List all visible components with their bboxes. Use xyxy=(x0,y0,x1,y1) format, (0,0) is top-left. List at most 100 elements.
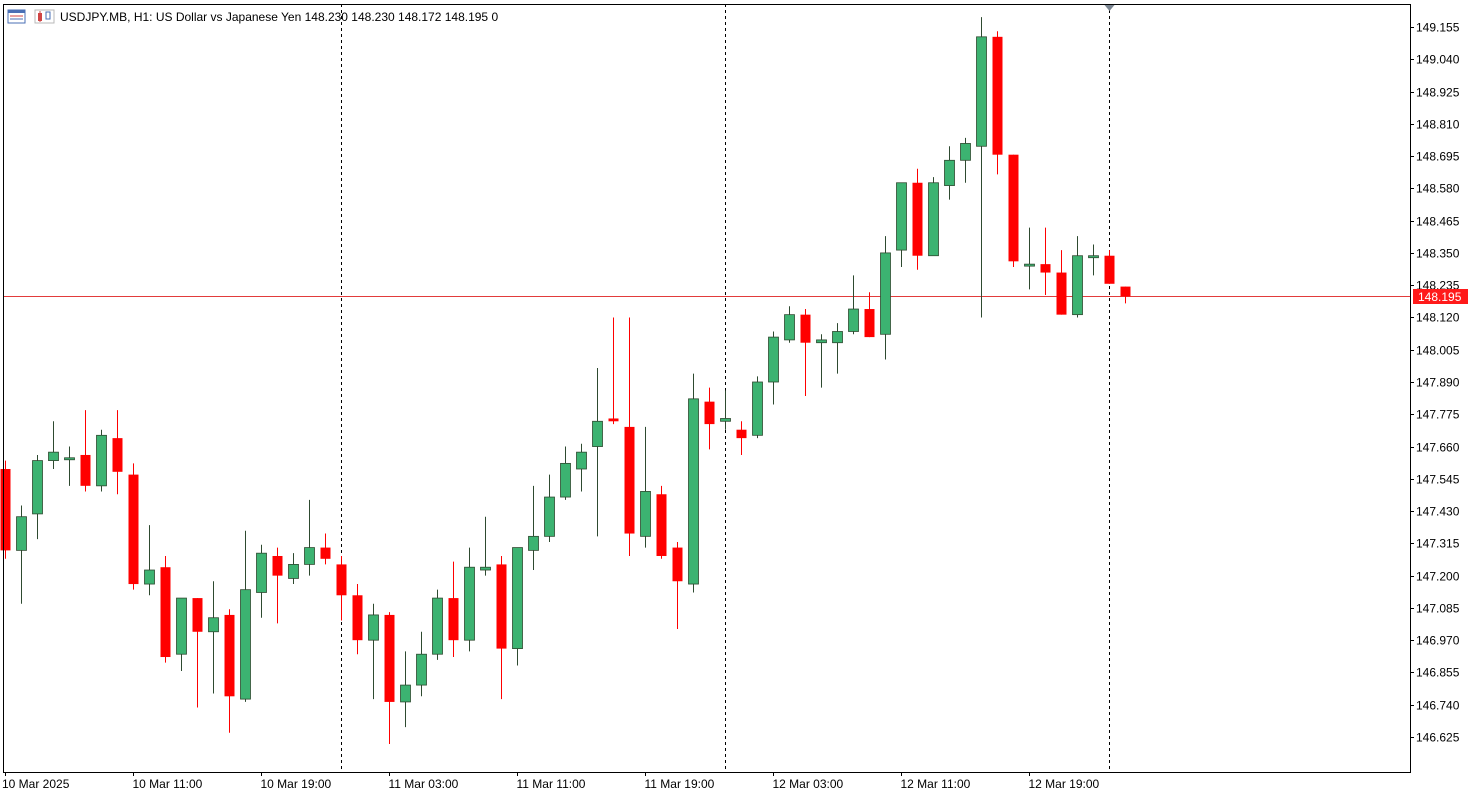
y-tick-label: 148.350 xyxy=(1416,247,1460,261)
candle-body-bear xyxy=(192,598,203,632)
candle-9 xyxy=(144,525,155,596)
candle-55 xyxy=(880,236,891,360)
candle-28 xyxy=(448,561,459,658)
price-axis[interactable]: 149.155 149.040 148.925 148.810 148.695 148.5… xyxy=(1410,21,1460,745)
candle-3 xyxy=(48,421,59,469)
candle-body-bull xyxy=(16,516,27,551)
candle-body-bear xyxy=(224,614,235,697)
candle-30 xyxy=(480,516,491,576)
chart-description: US Dollar vs Japanese Yen xyxy=(156,10,305,24)
y-tick-label: 147.085 xyxy=(1416,602,1460,616)
candle-body-bull xyxy=(1088,255,1099,259)
candle-body-bull xyxy=(48,451,59,461)
candle-body-bear xyxy=(352,595,363,641)
candle-body-bull xyxy=(1024,263,1035,267)
candle-49 xyxy=(784,306,795,343)
candle-body-bull xyxy=(400,684,411,703)
candle-body-bull xyxy=(944,159,955,186)
candle-body-bull xyxy=(832,331,843,344)
candle-body-bull xyxy=(896,182,907,251)
candle-6 xyxy=(96,429,107,492)
candle-13 xyxy=(208,581,219,694)
candle-50 xyxy=(800,309,811,397)
x-tick-label: 12 Mar 11:00 xyxy=(901,777,971,791)
market-watch-icon[interactable] xyxy=(7,9,26,24)
current-price-badge xyxy=(1413,289,1468,304)
candle-body-bull xyxy=(960,143,971,161)
candle-body-bear xyxy=(912,182,923,256)
candle-69 xyxy=(1104,250,1115,284)
chart-timeframe: H1: xyxy=(134,10,156,24)
candle-29 xyxy=(464,547,475,652)
candle-33 xyxy=(528,485,539,571)
y-tick-label: 147.660 xyxy=(1416,441,1460,455)
y-tick-label: 146.855 xyxy=(1416,666,1460,680)
y-tick-label: 148.925 xyxy=(1416,86,1460,100)
candle-body-bull xyxy=(32,460,43,515)
time-axis[interactable]: 10 Mar 2025 10 Mar 11:00 10 Mar 19:00 11 Ma… xyxy=(2,772,1100,791)
candle-5 xyxy=(80,410,91,492)
candle-58 xyxy=(928,177,939,257)
header-icons xyxy=(7,9,55,24)
chart-title: USDJPY.MB, H1: US Dollar vs Japanese Yen… xyxy=(60,10,498,24)
y-tick-label: 148.810 xyxy=(1416,118,1460,132)
chart-ohlc: 148.230 148.230 148.172 148.195 xyxy=(305,10,492,24)
candle-body-bear xyxy=(672,547,683,582)
y-tick-label: 146.625 xyxy=(1416,731,1460,745)
candle-body-bear xyxy=(656,494,667,556)
candle-24 xyxy=(384,612,395,745)
y-tick-label: 148.695 xyxy=(1416,150,1460,164)
candle-body-bull xyxy=(240,589,251,700)
plot-border xyxy=(3,4,1411,773)
candle-48 xyxy=(768,331,779,405)
candle-body-bear xyxy=(384,614,395,702)
candle-body-bull xyxy=(544,496,555,537)
candle-42 xyxy=(672,541,683,629)
candle-23 xyxy=(368,603,379,700)
candle-27 xyxy=(432,589,443,660)
candle-25 xyxy=(400,651,411,728)
candle-body-bull xyxy=(640,491,651,537)
candle-body-bull xyxy=(688,398,699,585)
candle-body-bull xyxy=(576,451,587,470)
chart-type-icon[interactable] xyxy=(34,9,55,24)
candle-39 xyxy=(624,317,635,556)
chart-shift-marker[interactable] xyxy=(1104,5,1115,11)
candle-body-bear xyxy=(448,598,459,641)
candle-65 xyxy=(1040,227,1051,296)
candle-body-bear xyxy=(0,468,11,551)
candle-41 xyxy=(656,485,667,559)
candle-47 xyxy=(752,376,763,439)
candle-2 xyxy=(32,454,43,540)
candle-35 xyxy=(560,446,571,500)
chart-shift-triangle-icon[interactable] xyxy=(1104,5,1115,11)
candle-body-bull xyxy=(1072,255,1083,316)
candle-22 xyxy=(352,584,363,655)
candle-17 xyxy=(272,547,283,624)
candle-61 xyxy=(976,17,987,318)
y-tick-label: 147.430 xyxy=(1416,505,1460,519)
candle-43 xyxy=(688,373,699,593)
x-tick-label: 11 Mar 19:00 xyxy=(645,777,715,791)
y-tick-label: 147.315 xyxy=(1416,537,1460,551)
y-tick-label: 149.040 xyxy=(1416,53,1460,67)
candle-body-bull xyxy=(880,252,891,335)
candle-59 xyxy=(944,146,955,200)
candle-1 xyxy=(16,505,27,604)
candle-body-bull xyxy=(96,434,107,487)
x-tick-label: 10 Mar 2025 xyxy=(2,777,70,791)
candle-32 xyxy=(512,547,523,666)
candle-body-bear xyxy=(496,564,507,649)
candles xyxy=(0,17,1131,745)
current-price-label: 148.195 xyxy=(1413,289,1468,304)
candle-body-bull xyxy=(928,182,939,257)
x-tick-label: 10 Mar 19:00 xyxy=(261,777,332,791)
candle-body-bull xyxy=(368,614,379,641)
candle-body-bear xyxy=(1056,272,1067,315)
candle-body-bull xyxy=(288,564,299,579)
candle-26 xyxy=(416,631,427,697)
candle-53 xyxy=(848,275,859,335)
candle-body-bull xyxy=(64,457,75,461)
candle-body-bear xyxy=(336,564,347,596)
